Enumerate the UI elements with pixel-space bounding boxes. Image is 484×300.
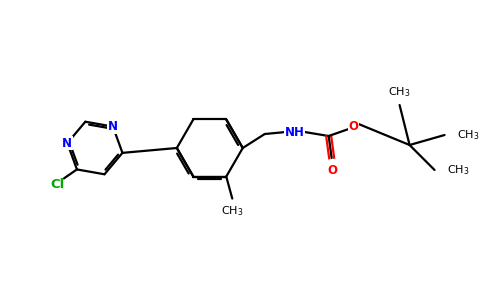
Text: Cl: Cl: [51, 178, 65, 191]
Text: NH: NH: [285, 125, 304, 139]
Text: O: O: [348, 119, 359, 133]
Text: N: N: [62, 136, 72, 150]
Text: O: O: [328, 164, 338, 177]
Text: CH$_3$: CH$_3$: [388, 85, 411, 99]
Text: CH$_3$: CH$_3$: [221, 205, 243, 218]
Text: CH$_3$: CH$_3$: [456, 128, 479, 142]
Text: N: N: [108, 120, 118, 133]
Text: CH$_3$: CH$_3$: [447, 163, 469, 177]
